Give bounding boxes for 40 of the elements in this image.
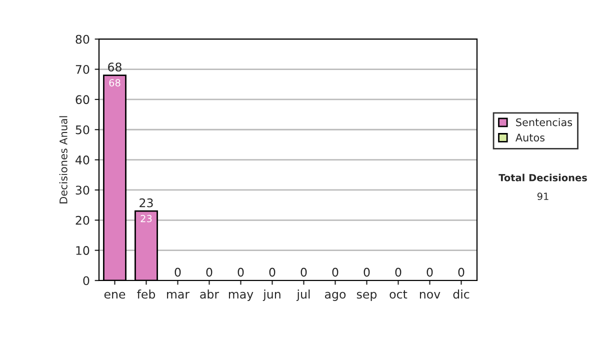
- text: Total Decisiones: [498, 174, 587, 182]
- total-label: 0: [332, 268, 338, 277]
- total-label: 0: [206, 268, 212, 277]
- legend-label: Autos: [516, 134, 545, 142]
- total-label: 0: [364, 268, 370, 277]
- legend-label: Sentencias: [516, 118, 572, 126]
- total-label: 0: [395, 268, 402, 277]
- total-label: 0: [238, 268, 244, 277]
- x-tick-label: abr: [200, 290, 220, 299]
- total-label: 68: [108, 62, 122, 72]
- y-tick-label: 80: [76, 34, 90, 44]
- x-tick-label: oct: [390, 290, 408, 299]
- x-tick-label: mar: [167, 292, 190, 299]
- y-tick-label: 40: [76, 156, 90, 164]
- x-tick-label: nov: [420, 292, 440, 299]
- y-tick-label: 20: [76, 216, 90, 225]
- total-label: 0: [174, 268, 181, 277]
- text: 91: [537, 192, 548, 200]
- x-tick-label: jul: [296, 290, 310, 301]
- y-tick-label: 30: [76, 186, 90, 195]
- y-tick-label: 0: [83, 276, 90, 286]
- y-tick-label: 10: [76, 246, 90, 255]
- total-label: 0: [458, 268, 464, 277]
- total-label: 0: [426, 268, 433, 277]
- data-label: 23: [140, 214, 152, 222]
- x-tick-label: dic: [453, 290, 470, 299]
- x-tick-label: ago: [324, 292, 346, 301]
- x-tick-label: feb: [137, 290, 156, 299]
- x-tick-label: jun: [262, 290, 280, 301]
- y-axis-title: Decisiones Anual: [59, 116, 68, 204]
- total-label: 0: [269, 268, 276, 277]
- y-tick-label: 70: [76, 65, 90, 74]
- total-label: 0: [300, 268, 307, 277]
- y-tick-label: 50: [76, 125, 90, 134]
- x-tick-label: sep: [356, 292, 377, 301]
- x-tick-label: ene: [104, 292, 126, 299]
- data-label: 68: [109, 79, 120, 86]
- total-label: 23: [140, 198, 153, 208]
- y-tick-label: 60: [76, 95, 90, 104]
- x-tick-label: may: [228, 292, 254, 301]
